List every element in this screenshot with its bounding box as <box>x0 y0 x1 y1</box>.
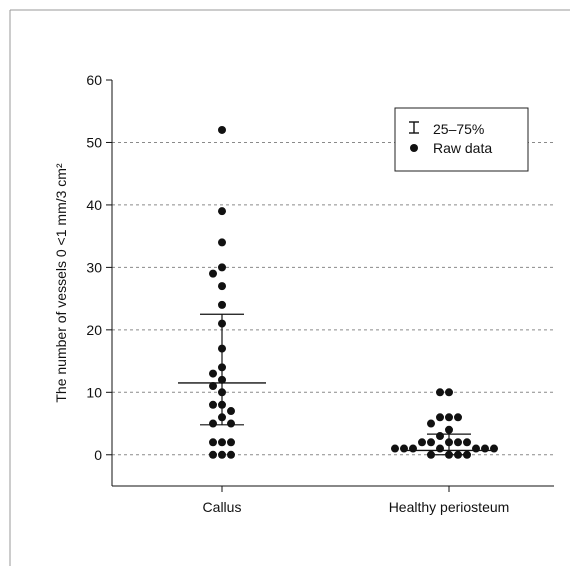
data-point <box>218 450 226 459</box>
data-point <box>218 125 226 134</box>
data-point <box>218 319 226 328</box>
x-tick-label: Healthy periosteum <box>389 499 510 515</box>
data-point <box>209 400 217 409</box>
data-point <box>454 450 462 459</box>
data-point <box>218 282 226 291</box>
data-point <box>445 438 453 447</box>
data-point <box>209 419 217 428</box>
legend-box <box>394 107 529 172</box>
data-point <box>409 444 417 453</box>
data-point <box>209 369 217 378</box>
data-point <box>400 444 408 453</box>
data-point <box>445 413 453 422</box>
data-point <box>445 388 453 397</box>
legend-label-errorbar: 25–75% <box>433 121 484 137</box>
data-point <box>218 263 226 272</box>
legend-dot-icon <box>410 144 418 152</box>
data-point <box>445 425 453 434</box>
data-point <box>472 444 480 453</box>
data-point <box>209 450 217 459</box>
y-tick-label: 50 <box>86 134 102 150</box>
data-point <box>227 450 235 459</box>
data-point <box>227 438 235 447</box>
data-point <box>418 438 426 447</box>
data-point <box>463 450 471 459</box>
y-tick-label: 20 <box>86 322 102 338</box>
y-tick-label: 60 <box>86 72 102 88</box>
data-point <box>227 407 235 416</box>
axes: 0 10 20 30 40 50 60 Callus Healthy periosteum <box>86 72 554 515</box>
data-point <box>445 450 453 459</box>
data-point <box>436 413 444 422</box>
data-point <box>391 444 399 453</box>
data-point <box>427 438 435 447</box>
legend-errorbar-icon <box>409 121 419 134</box>
data-point <box>427 450 435 459</box>
data-point <box>436 432 444 441</box>
data-point <box>490 444 498 453</box>
data-point <box>218 238 226 247</box>
data-point <box>218 344 226 353</box>
data-point <box>218 207 226 216</box>
data-point <box>218 438 226 447</box>
y-tick-label: 40 <box>86 197 102 213</box>
y-axis-title: The number of vessels 0 <1 mm/3 cm² <box>53 163 69 403</box>
grid-lines <box>112 141 554 456</box>
data-point <box>427 419 435 428</box>
y-tick-label: 0 <box>94 447 102 463</box>
data-point <box>209 269 217 278</box>
data-point <box>218 375 226 384</box>
data-point <box>218 363 226 372</box>
data-point <box>463 438 471 447</box>
y-tick-label: 30 <box>86 259 102 275</box>
data-point <box>218 388 226 397</box>
data-point <box>454 438 462 447</box>
data-point <box>436 444 444 453</box>
data-point <box>218 413 226 422</box>
data-point <box>481 444 489 453</box>
data-point <box>218 300 226 309</box>
data-points <box>209 125 498 459</box>
data-point <box>209 438 217 447</box>
legend-label-raw: Raw data <box>433 140 492 156</box>
summary-bars <box>178 313 493 456</box>
data-point <box>436 388 444 397</box>
x-tick-label: Callus <box>203 499 242 515</box>
data-point <box>209 382 217 391</box>
data-point <box>218 400 226 409</box>
legend: 25–75% Raw data <box>394 107 529 172</box>
data-point <box>454 413 462 422</box>
data-point <box>227 419 235 428</box>
y-tick-label: 10 <box>86 384 102 400</box>
